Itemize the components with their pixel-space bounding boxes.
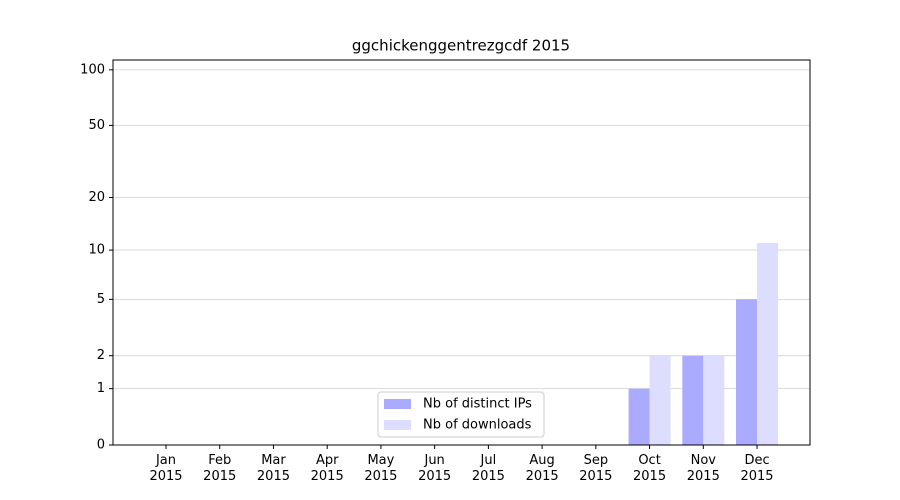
chart-title: ggchickenggentrezgcdf 2015 <box>352 37 570 55</box>
x-tick-label: Jan 2015 <box>149 453 183 484</box>
x-tick-label: Mar 2015 <box>256 453 290 484</box>
x-tick-label: Aug 2015 <box>525 453 559 484</box>
bar <box>649 355 671 445</box>
legend-swatch <box>384 420 411 430</box>
y-tick-label: 5 <box>97 292 105 307</box>
x-tick-label: Jul 2015 <box>471 453 505 484</box>
legend-box <box>377 391 545 438</box>
bar <box>736 299 758 445</box>
x-tick-label: May 2015 <box>364 453 398 484</box>
legend-swatch <box>384 399 411 409</box>
y-tick-label: 20 <box>88 190 105 205</box>
bar <box>703 355 725 445</box>
legend-label: Nb of distinct IPs <box>423 397 532 412</box>
y-tick-label: 0 <box>97 438 105 453</box>
bar <box>628 388 650 445</box>
legend-label: Nb of downloads <box>423 418 532 433</box>
bar <box>682 355 704 445</box>
x-tick-label: Dec 2015 <box>740 453 774 484</box>
y-tick-label: 100 <box>80 62 105 77</box>
y-tick-label: 50 <box>88 118 105 133</box>
x-tick-label: Jun 2015 <box>418 453 452 484</box>
x-tick-label: Sep 2015 <box>579 453 613 484</box>
x-tick-label: Nov 2015 <box>686 453 720 484</box>
y-tick-label: 2 <box>97 348 105 363</box>
y-tick-label: 1 <box>97 381 105 396</box>
bar <box>757 243 779 445</box>
x-tick-label: Oct 2015 <box>633 453 667 484</box>
y-tick-label: 10 <box>88 243 105 258</box>
x-tick-label: Feb 2015 <box>203 453 237 484</box>
plot-frame <box>112 59 811 446</box>
x-tick-label: Apr 2015 <box>310 453 344 484</box>
